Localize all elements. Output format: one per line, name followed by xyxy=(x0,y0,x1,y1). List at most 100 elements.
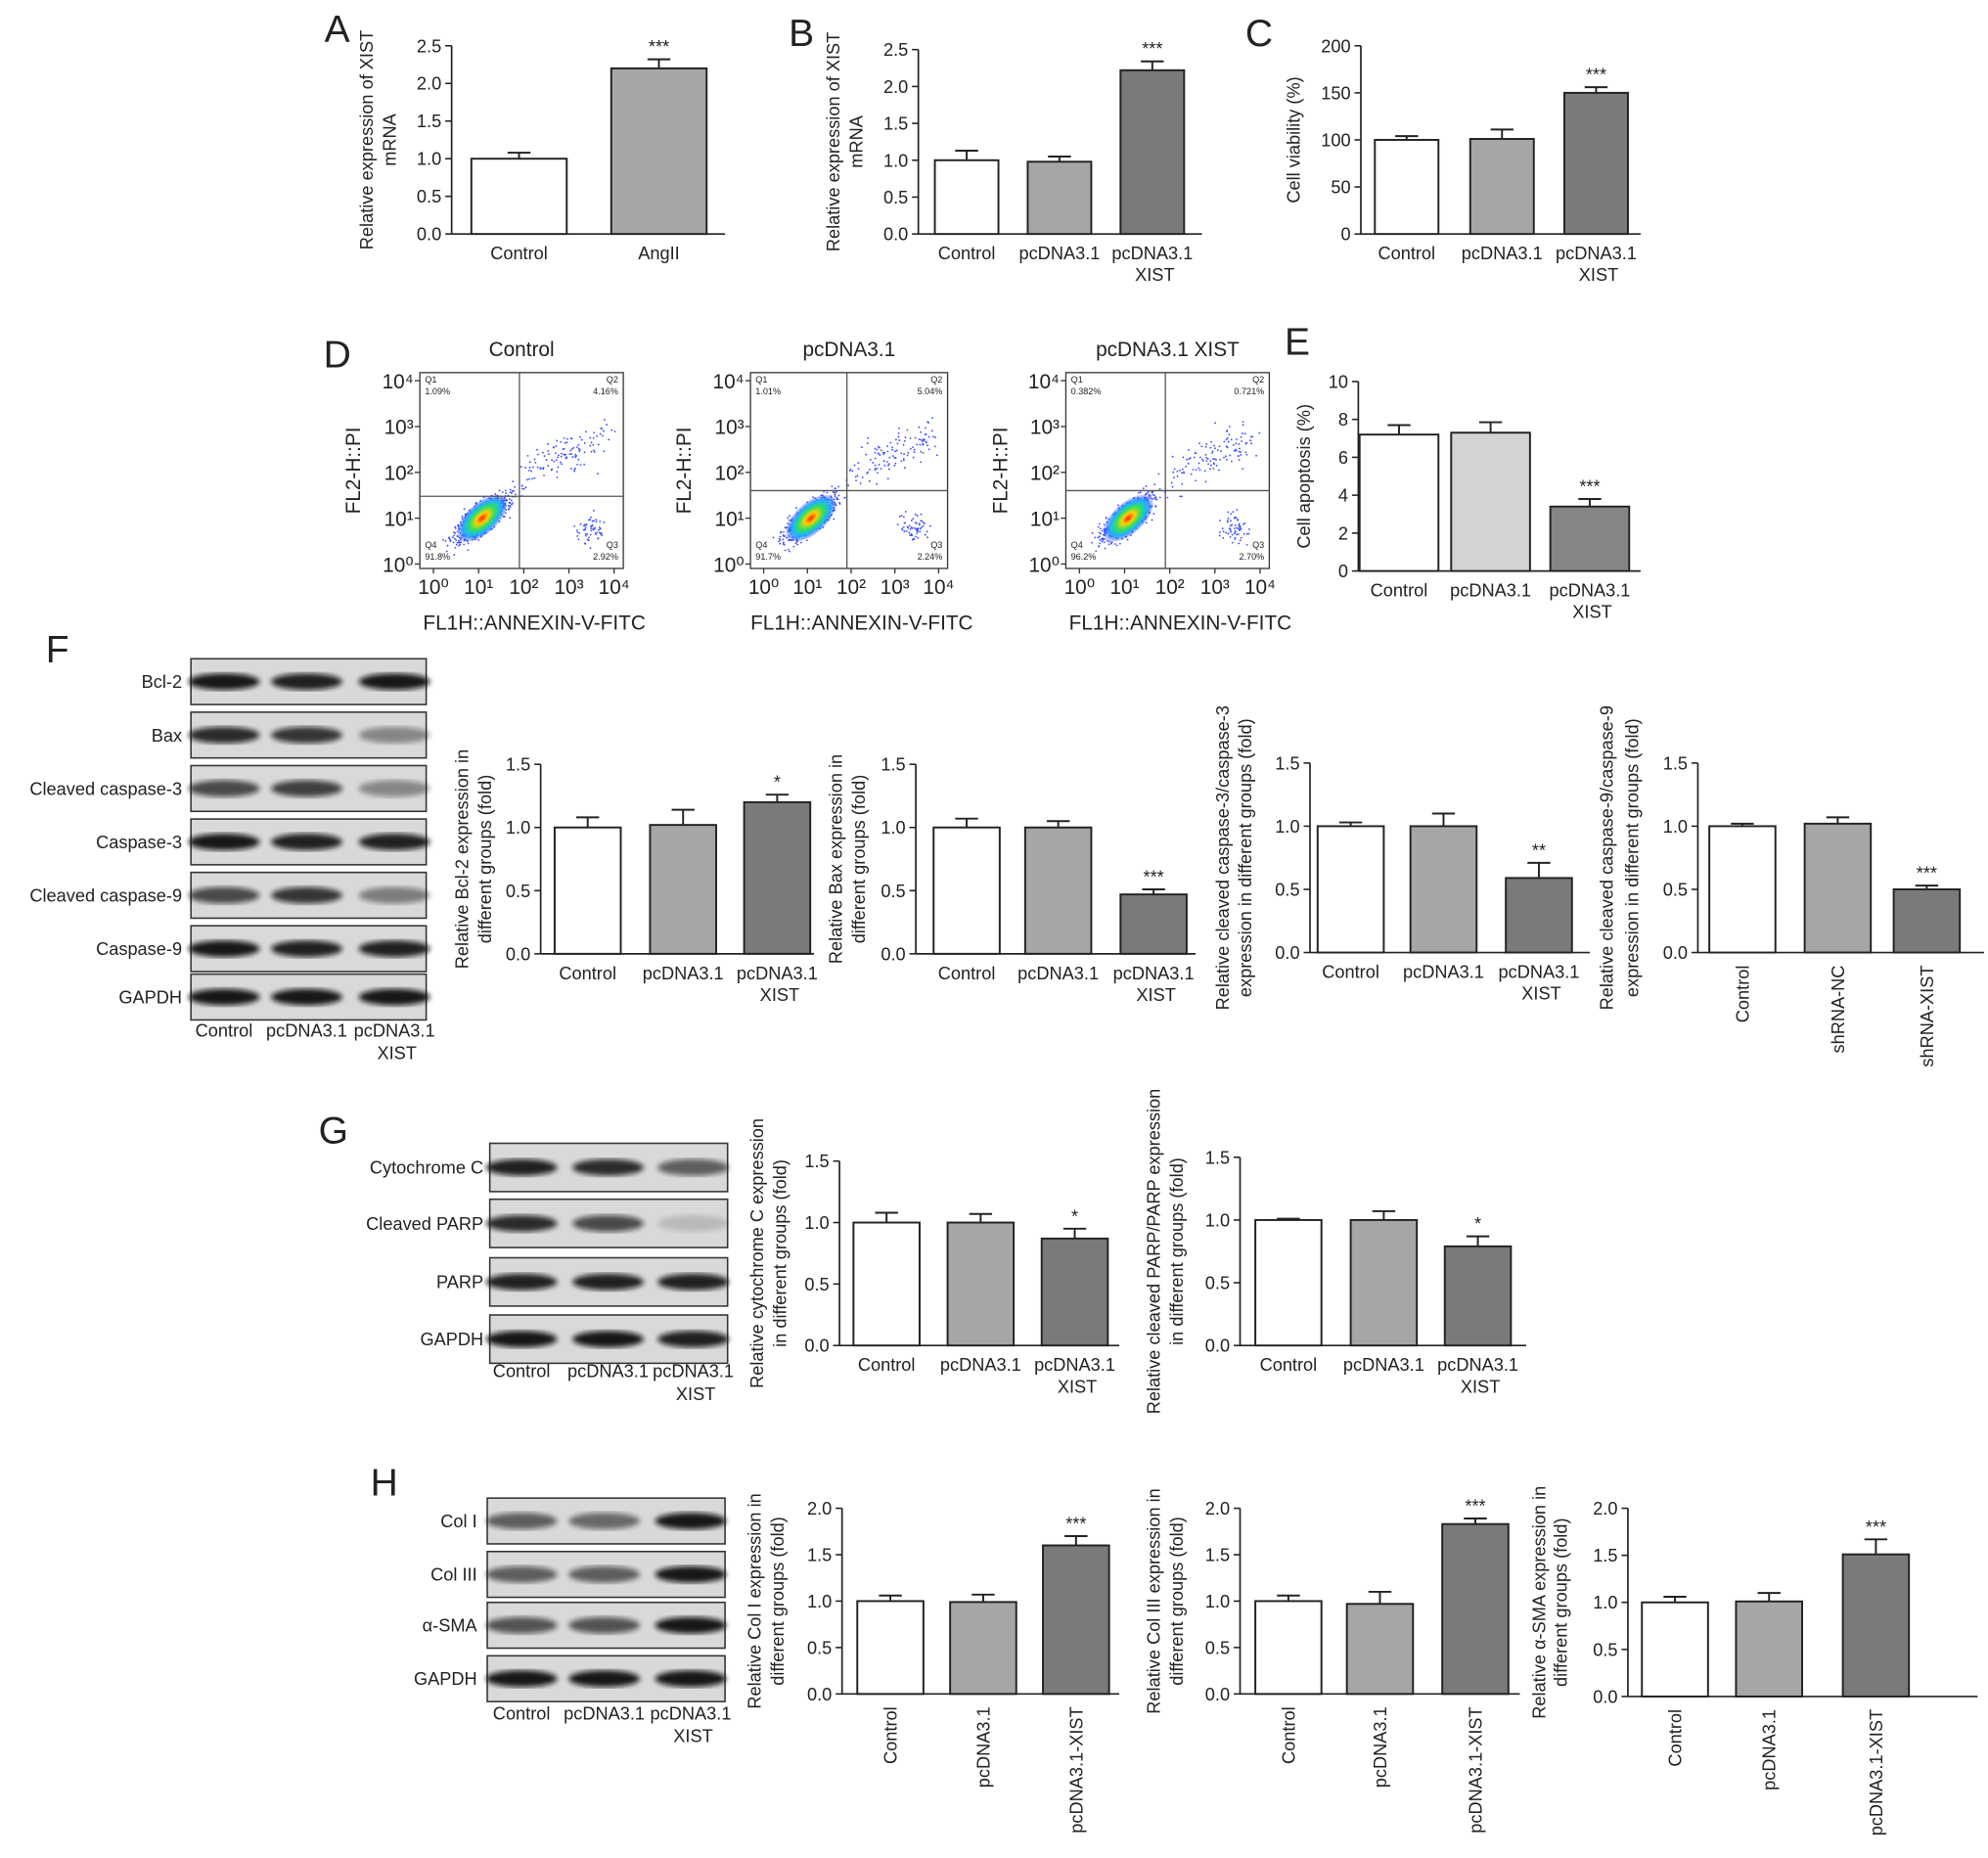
cell-dot xyxy=(918,438,921,440)
quadrant-percent: 91.8% xyxy=(425,552,450,562)
cell-dot xyxy=(539,468,542,470)
cell-dot xyxy=(550,469,553,472)
cell-dot xyxy=(1148,493,1151,496)
cell-dot xyxy=(590,516,592,519)
panel-letter: F xyxy=(46,629,69,671)
blot-lane-label: pcDNA3.1 xyxy=(266,1020,347,1040)
bar xyxy=(933,159,1000,236)
y-tick-label: 10³ xyxy=(715,417,745,439)
y-tick-label: 2.0 xyxy=(1205,1499,1230,1518)
cell-dot xyxy=(922,442,925,445)
cell-dot xyxy=(477,539,480,541)
y-axis-label: different groups (fold) xyxy=(849,775,869,944)
cell-dot xyxy=(584,533,587,535)
y-tick-label: 0.5 xyxy=(807,1638,832,1657)
y-tick-label: 0 xyxy=(1340,225,1350,245)
y-tick-label: 1.5 xyxy=(804,1152,829,1171)
cell-dot xyxy=(904,521,907,524)
cell-dot xyxy=(1221,527,1224,530)
cell-dot xyxy=(520,466,522,468)
plot-title: pcDNA3.1 xyxy=(802,339,895,361)
cell-dot xyxy=(592,443,595,446)
cell-dot xyxy=(1212,468,1215,470)
cell-dot xyxy=(908,531,911,534)
cell-dot xyxy=(1258,431,1261,434)
y-axis-label: Relative expression of XIST xyxy=(824,32,843,251)
cell-dot xyxy=(926,536,928,539)
x-tick-label: pcDNA3.1 XIST xyxy=(1499,963,1580,1004)
cell-dot xyxy=(885,461,888,463)
cell-dot xyxy=(853,464,856,467)
cell-dot xyxy=(507,504,510,507)
cell-dot xyxy=(1205,456,1208,459)
bar xyxy=(1562,91,1629,236)
cell-dot xyxy=(876,448,879,451)
cell-dot xyxy=(934,436,936,438)
cell-dot xyxy=(896,442,899,445)
cell-dot xyxy=(556,476,559,478)
bar xyxy=(932,826,1001,955)
cell-dot xyxy=(1139,491,1142,494)
cell-dot xyxy=(445,550,448,553)
cell-dot xyxy=(911,538,914,541)
cell-dot xyxy=(447,537,450,540)
cell-dot xyxy=(922,524,925,527)
cell-dot xyxy=(1247,532,1250,535)
cell-dot xyxy=(514,485,516,488)
cell-dot xyxy=(1230,520,1232,522)
cell-dot xyxy=(536,466,539,469)
cell-dot xyxy=(918,523,921,526)
cell-dot xyxy=(1109,542,1112,545)
cell-dot xyxy=(559,461,562,464)
cell-dot xyxy=(588,536,590,539)
blot-band xyxy=(485,1616,558,1634)
cell-dot xyxy=(1230,460,1233,463)
bar xyxy=(1708,825,1777,954)
cell-dot xyxy=(1218,531,1221,533)
x-axis-label: FL1H::ANNEXIN-V-FITC xyxy=(750,612,972,634)
significance-label: *** xyxy=(1465,1496,1485,1516)
cell-dot xyxy=(463,508,466,511)
cell-dot xyxy=(1242,424,1244,427)
cell-dot xyxy=(569,449,571,452)
quadrant-percent: 0.721% xyxy=(1234,386,1264,396)
cell-dot xyxy=(1157,473,1160,476)
x-tick-label: pcDNA3.1 xyxy=(1371,1706,1390,1788)
y-tick-label: 200 xyxy=(1321,36,1350,56)
cell-dot xyxy=(586,532,589,535)
y-axis-label: FL2-H::PI xyxy=(673,427,696,514)
cell-dot xyxy=(1091,541,1093,544)
bar xyxy=(1443,1245,1513,1347)
x-tick-label: Control xyxy=(1378,244,1435,263)
cell-dot xyxy=(916,527,919,530)
cell-dot xyxy=(509,498,511,501)
cell-dot xyxy=(1204,445,1207,448)
plot-title: pcDNA3.1 XIST xyxy=(1096,339,1240,361)
bar xyxy=(1119,68,1186,236)
cell-dot xyxy=(931,417,933,420)
blot-band xyxy=(657,1273,729,1291)
bar xyxy=(1549,505,1631,572)
cell-dot xyxy=(593,520,595,522)
cell-dot xyxy=(1226,459,1228,461)
y-axis-label: different groups (fold) xyxy=(475,775,495,944)
quadrant-percent: 1.09% xyxy=(425,386,450,396)
cell-dot xyxy=(900,460,903,463)
cell-dot xyxy=(1104,547,1107,550)
cell-dot xyxy=(1100,527,1102,530)
cell-dot xyxy=(1204,480,1207,483)
x-tick-label: 10⁴ xyxy=(1244,576,1276,599)
cell-dot xyxy=(854,476,857,478)
y-tick-label: 1.0 xyxy=(807,1592,832,1611)
x-tick-label: 10⁰ xyxy=(748,576,779,599)
cell-dot xyxy=(1213,444,1215,447)
cell-dot xyxy=(1166,496,1169,499)
y-tick-label: 1.0 xyxy=(417,150,441,169)
x-tick-label: pcDNA3.1 XIST xyxy=(1437,1355,1518,1396)
cell-dot xyxy=(1113,543,1116,545)
cell-dot xyxy=(1091,532,1094,534)
y-axis-label: mRNA xyxy=(380,113,399,165)
blot-band xyxy=(358,780,430,797)
cell-dot xyxy=(598,526,601,528)
x-tick-label: 10³ xyxy=(555,576,584,599)
